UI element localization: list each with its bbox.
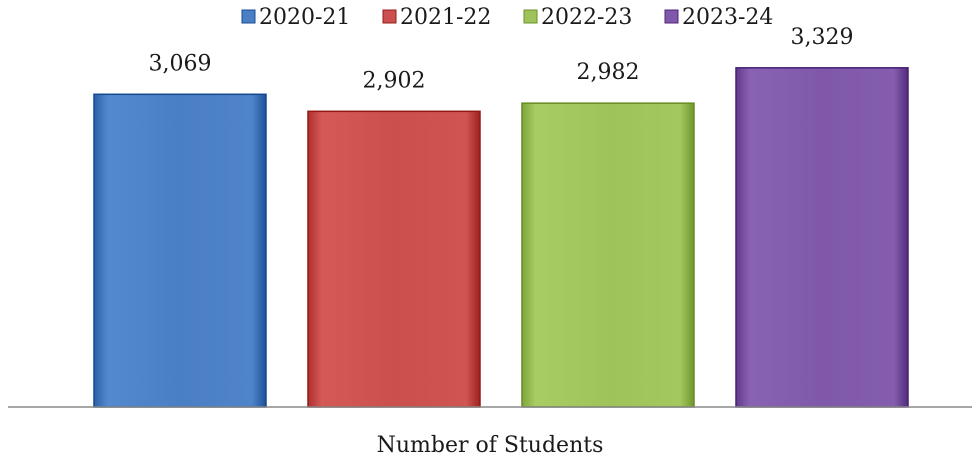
bar-2020-21 [93,93,267,408]
bars-group [93,67,909,408]
value-label-2022-23: 2,982 [577,60,640,85]
legend-label-2023-24: 2023-24 [682,5,773,30]
legend-swatch-2023-24 [664,9,679,24]
legend-swatch-2020-21 [241,9,256,24]
legend-label-2021-22: 2021-22 [400,5,491,30]
bar-2021-22 [307,110,481,408]
x-axis-label: Number of Students [377,433,604,458]
bar-2022-23 [521,102,695,408]
value-label-2020-21: 3,069 [149,51,212,76]
bar-2023-24 [735,67,909,408]
legend-label-2020-21: 2020-21 [259,5,350,30]
legend-swatch-2022-23 [523,9,538,24]
value-labels-group: 3,069 2,902 2,982 3,329 [149,25,854,94]
value-label-2021-22: 2,902 [363,68,426,93]
legend: 2020-21 2021-22 2022-23 2023-24 [241,5,773,30]
legend-swatch-2021-22 [382,9,397,24]
value-label-2023-24: 3,329 [791,25,854,50]
legend-label-2022-23: 2022-23 [541,5,632,30]
